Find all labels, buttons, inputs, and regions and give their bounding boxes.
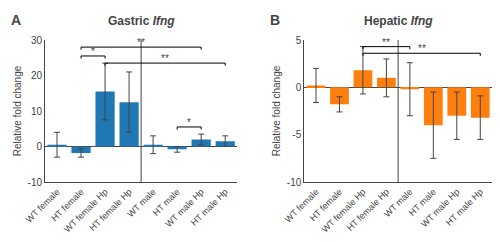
svg-text:-10: -10 [28, 177, 43, 188]
svg-text:HT male: HT male [151, 187, 182, 218]
svg-text:Relative fold change: Relative fold change [12, 65, 23, 156]
svg-text:HT female Hp: HT female Hp [87, 187, 133, 233]
svg-text:20: 20 [31, 70, 43, 81]
svg-text:**: ** [418, 43, 426, 54]
svg-text:WT male: WT male [382, 187, 414, 219]
svg-text:0: 0 [36, 141, 42, 152]
svg-text:-5: -5 [292, 129, 301, 140]
svg-text:HT male: HT male [407, 187, 438, 218]
svg-text:**: ** [161, 53, 169, 64]
svg-text:WT male Hp: WT male Hp [163, 187, 205, 229]
svg-text:Hepatic Ifng: Hepatic Ifng [364, 14, 433, 28]
svg-text:HT female: HT female [49, 187, 85, 223]
svg-text:Gastric Ifng: Gastric Ifng [108, 14, 175, 28]
svg-text:30: 30 [31, 35, 43, 46]
svg-text:A: A [11, 12, 21, 28]
svg-text:WT male Hp: WT male Hp [419, 187, 461, 229]
svg-text:WT female Hp: WT female Hp [320, 187, 368, 235]
svg-text:10: 10 [31, 106, 43, 117]
svg-text:B: B [270, 12, 280, 28]
svg-text:HT female: HT female [308, 187, 344, 223]
svg-text:HT male Hp: HT male Hp [189, 187, 230, 228]
svg-text:**: ** [382, 37, 390, 48]
svg-text:HT female Hp: HT female Hp [345, 187, 391, 233]
svg-text:0: 0 [296, 82, 302, 93]
svg-text:*: * [187, 117, 191, 128]
svg-text:WT male: WT male [125, 187, 157, 219]
svg-text:Relative fold change: Relative fold change [271, 65, 282, 156]
svg-text:-10: -10 [287, 177, 302, 188]
svg-text:WT female Hp: WT female Hp [62, 187, 110, 235]
svg-text:**: ** [137, 37, 145, 48]
svg-text:WT female: WT female [24, 187, 62, 225]
svg-text:*: * [91, 46, 95, 57]
svg-text:WT female: WT female [283, 187, 321, 225]
svg-text:5: 5 [296, 35, 302, 46]
svg-text:HT male Hp: HT male Hp [444, 187, 485, 228]
